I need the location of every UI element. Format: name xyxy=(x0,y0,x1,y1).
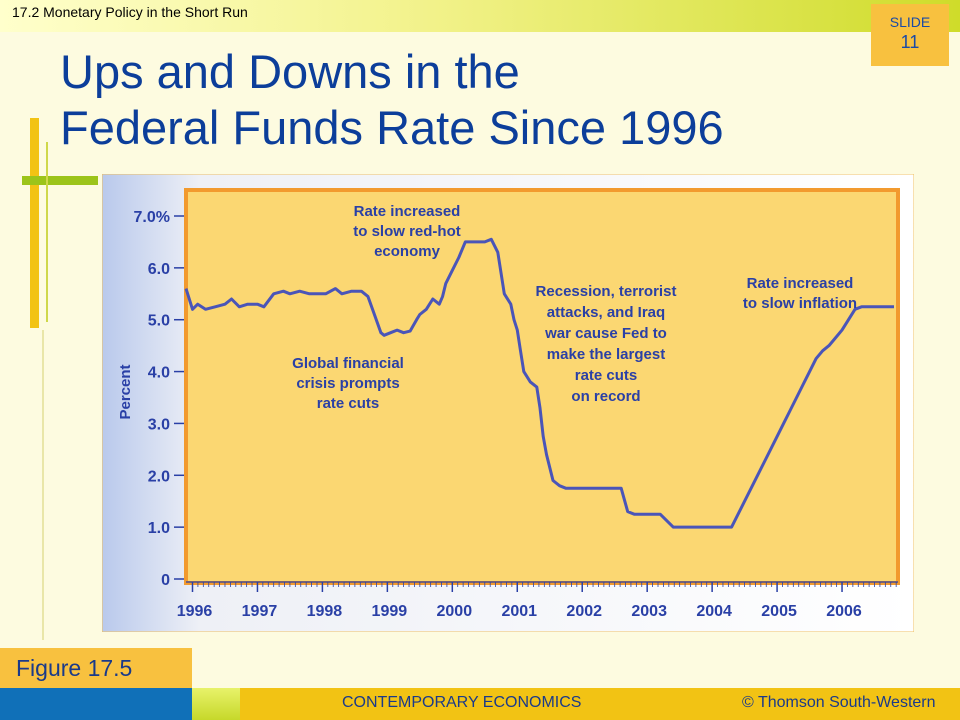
annotation-line: Recession, terrorist xyxy=(536,283,677,300)
footer-copyright: © Thomson South-Western xyxy=(742,694,936,711)
annotation-line: attacks, and Iraq xyxy=(547,304,665,321)
y-tick-label: 5.0 xyxy=(148,313,170,330)
slide-number-badge: SLIDE 11 xyxy=(871,4,949,66)
annotation-line: Rate increased xyxy=(747,275,854,292)
axis-layer: 7.0% 6.0 5.0 4.0 3.0 2.0 1.0 0 1996 1997 1998 1999 2… xyxy=(134,209,898,620)
chart-annotation: Rate increased to slow inflation xyxy=(743,275,857,312)
y-axis-label: Percent xyxy=(117,364,134,419)
annotation-line: rate cuts xyxy=(317,395,380,412)
x-tick-label: 2006 xyxy=(826,603,862,620)
y-tick-label: 1.0 xyxy=(148,520,170,537)
decorative-vertical-bar xyxy=(30,118,39,328)
x-tick-label: 2000 xyxy=(437,603,473,620)
x-tick-label: 1997 xyxy=(242,603,278,620)
annotation-layer: Rate increased to slow red-hot economy Glob… xyxy=(292,203,857,412)
annotation-line: make the largest xyxy=(547,346,665,363)
slide-title: Ups and Downs in the Federal Funds Rate … xyxy=(60,44,860,156)
y-tick-label: 0 xyxy=(161,572,170,589)
footer-blue-block xyxy=(0,688,192,720)
footer-publication: CONTEMPORARY ECONOMICS xyxy=(342,694,582,711)
title-line-2: Federal Funds Rate Since 1996 xyxy=(60,101,724,154)
chart-annotation: Recession, terrorist attacks, and Iraq war… xyxy=(536,283,677,405)
y-tick-label: 7.0% xyxy=(134,209,170,226)
x-tick-label: 1996 xyxy=(177,603,213,620)
x-tick-label: 2002 xyxy=(566,603,602,620)
x-tick-label: 1998 xyxy=(307,603,343,620)
top-header-bar: 17.2 Monetary Policy in the Short Run xyxy=(0,0,960,32)
annotation-line: economy xyxy=(374,243,441,260)
annotation-line: on record xyxy=(571,388,640,405)
annotation-line: to slow red-hot xyxy=(353,223,461,240)
y-tick-label: 3.0 xyxy=(148,416,170,433)
x-tick-label: 2005 xyxy=(761,603,797,620)
y-tick-label: 2.0 xyxy=(148,468,170,485)
federal-funds-rate-chart: 7.0% 6.0 5.0 4.0 3.0 2.0 1.0 0 1996 1997 1998 1999 2… xyxy=(101,173,915,633)
x-tick-label: 2004 xyxy=(696,603,732,620)
federal-funds-rate-line xyxy=(184,237,894,529)
y-tick-label: 4.0 xyxy=(148,365,170,382)
x-tick-label: 2001 xyxy=(501,603,537,620)
annotation-line: Rate increased xyxy=(354,203,461,220)
decorative-thin-line xyxy=(46,142,48,322)
section-label: 17.2 Monetary Policy in the Short Run xyxy=(12,4,248,20)
chart-annotation: Global financial crisis prompts rate cuts xyxy=(292,355,404,412)
annotation-line: Global financial xyxy=(292,355,404,372)
footer-green-block xyxy=(192,688,240,720)
slide-number: 11 xyxy=(900,32,920,52)
annotation-line: to slow inflation xyxy=(743,295,857,312)
figure-label: Figure 17.5 xyxy=(0,648,192,688)
decorative-horizontal-bar xyxy=(22,176,98,185)
y-tick-label: 6.0 xyxy=(148,261,170,278)
plot-area xyxy=(184,188,900,585)
x-tick-label: 2003 xyxy=(631,603,667,620)
annotation-line: rate cuts xyxy=(575,367,638,384)
title-line-1: Ups and Downs in the xyxy=(60,45,520,98)
x-tick-label: 1999 xyxy=(372,603,408,620)
slide-label: SLIDE xyxy=(889,14,931,30)
annotation-line: crisis prompts xyxy=(296,375,399,392)
line-layer xyxy=(184,237,894,529)
decorative-thin-line-lower xyxy=(42,330,44,640)
annotation-line: war cause Fed to xyxy=(544,325,667,342)
chart-annotation: Rate increased to slow red-hot economy xyxy=(353,203,461,260)
chart-svg: 7.0% 6.0 5.0 4.0 3.0 2.0 1.0 0 1996 1997 1998 1999 2… xyxy=(101,173,915,633)
